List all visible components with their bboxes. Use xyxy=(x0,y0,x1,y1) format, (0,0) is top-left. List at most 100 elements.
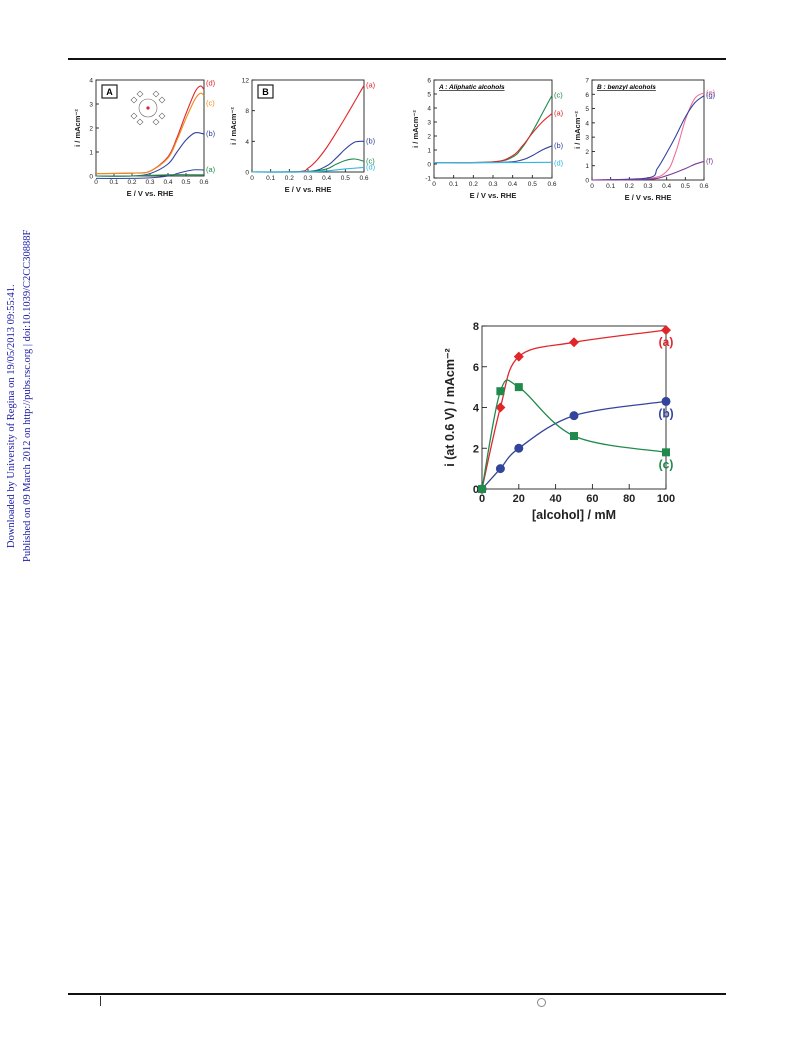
series-line xyxy=(433,145,553,164)
series-label: (d) xyxy=(206,79,216,88)
porphyrin-pyrrole xyxy=(130,112,138,120)
porphyrin-ring xyxy=(138,98,158,118)
data-point xyxy=(662,448,670,457)
data-point xyxy=(496,387,505,396)
series-line xyxy=(433,95,553,164)
series-line xyxy=(95,131,205,177)
y-axis-label: i / mAcm⁻² xyxy=(73,109,82,147)
porphyrin-pyrrole xyxy=(158,96,166,104)
x-tick-label: 0.3 xyxy=(488,181,497,188)
y-tick-label: 0 xyxy=(89,174,93,181)
y-tick-label: 5 xyxy=(585,106,589,113)
y-tick-label: 12 xyxy=(242,78,250,85)
x-axis-label: E / V vs. RHE xyxy=(470,191,517,200)
series-label: (b) xyxy=(206,129,216,138)
y-axis-label: i / mAcm⁻² xyxy=(573,111,582,149)
x-tick-label: 0.5 xyxy=(681,183,690,190)
y-tick-label: 1 xyxy=(585,163,589,170)
x-tick-label: 0.6 xyxy=(199,179,208,186)
plot-frame xyxy=(481,325,667,490)
panel-badge xyxy=(101,84,118,99)
series-label: (c) xyxy=(366,156,375,165)
x-tick-label: 0.4 xyxy=(322,175,331,182)
panel-badge-label: A xyxy=(106,87,113,97)
x-tick-label: 20 xyxy=(513,493,525,505)
porphyrin-pyrrole xyxy=(136,90,144,98)
x-tick-label: 0.5 xyxy=(181,179,190,186)
data-point xyxy=(513,351,524,362)
y-axis-label: i / mAcm⁻² xyxy=(229,107,238,145)
series-line xyxy=(481,329,667,490)
panel-title: A : Aliphatic alcohols xyxy=(438,84,505,91)
x-tick-label: 0.5 xyxy=(528,181,537,188)
data-point xyxy=(569,337,579,348)
x-tick-label: 0.1 xyxy=(449,181,458,188)
y-tick-label: 0 xyxy=(585,178,589,185)
x-tick-label: 0.3 xyxy=(303,175,312,182)
series-label: (a) xyxy=(659,335,674,349)
y-tick-label: 6 xyxy=(473,362,479,374)
series-label: (c) xyxy=(206,99,215,108)
series-line xyxy=(591,92,705,181)
series-line xyxy=(591,160,705,181)
x-tick-label: 0.4 xyxy=(662,183,671,190)
header-rule xyxy=(68,58,726,60)
porphyrin-pyrrole xyxy=(158,112,166,120)
x-axis-label: [alcohol] / mM xyxy=(532,508,616,522)
data-point xyxy=(570,432,578,441)
y-tick-label: 4 xyxy=(427,106,431,113)
x-axis-label: E / V vs. RHE xyxy=(285,185,332,194)
y-tick-label: 4 xyxy=(585,120,589,127)
y-tick-label: -1 xyxy=(425,176,431,183)
series-line xyxy=(251,85,365,173)
porphyrin-pyrrole xyxy=(130,96,138,104)
x-tick-label: 0.2 xyxy=(469,181,478,188)
series-line xyxy=(251,166,365,173)
x-axis-label: E / V vs. RHE xyxy=(127,189,174,198)
y-axis-label: i / mAcm⁻² xyxy=(411,110,420,148)
data-point xyxy=(495,464,505,474)
figure-1-panel-a: 0 0.1 0.2 0.3 0.4 0.5 0.6 0 1 2 3 4 E / V vs. RHE i /… xyxy=(73,78,216,199)
y-tick-label: 3 xyxy=(89,102,93,109)
x-tick-label: 0 xyxy=(590,183,594,190)
y-tick-label: 2 xyxy=(473,443,479,455)
y-tick-label: 6 xyxy=(585,92,589,99)
x-tick-label: 0.5 xyxy=(341,175,350,182)
y-tick-label: 0 xyxy=(427,162,431,169)
series-line xyxy=(95,92,205,175)
series-label: (c) xyxy=(554,90,563,99)
panel-title: B : benzyl alcohols xyxy=(597,84,656,91)
series-label: (a) xyxy=(206,165,216,174)
x-tick-label: 0.1 xyxy=(109,179,118,186)
porphyrin-pyrrole xyxy=(152,90,160,98)
porphyrin-pyrrole xyxy=(152,118,160,126)
x-tick-label: 0 xyxy=(250,175,254,182)
y-tick-label: 6 xyxy=(427,78,431,85)
y-tick-label: 0 xyxy=(245,170,249,177)
data-point xyxy=(495,402,506,413)
series-label: (a) xyxy=(366,80,376,89)
x-tick-label: 0.2 xyxy=(285,175,294,182)
y-tick-label: 8 xyxy=(473,321,479,333)
figure-2-panel-b: 0 0.1 0.2 0.3 0.4 0.5 0.6 0 1 2 3 4 5 6 7 E / V vs. RHE… xyxy=(573,78,716,203)
data-point xyxy=(478,485,486,493)
x-tick-label: 0.3 xyxy=(643,183,652,190)
x-tick-label: 0.6 xyxy=(359,175,368,182)
y-tick-label: 3 xyxy=(585,135,589,142)
series-label: (b) xyxy=(658,406,673,420)
x-tick-label: 0.6 xyxy=(547,181,556,188)
x-tick-label: 40 xyxy=(549,493,561,505)
series-label: (d) xyxy=(366,162,376,171)
y-tick-label: 2 xyxy=(427,134,431,141)
figure-1-panel-b: 0 0.1 0.2 0.3 0.4 0.5 0.6 0 4 8 12 E / V vs. RHE i /… xyxy=(229,78,376,195)
y-tick-label: 7 xyxy=(585,78,589,85)
series-label: (e) xyxy=(706,88,716,97)
series-label: (b) xyxy=(366,136,376,145)
x-tick-label: 0.4 xyxy=(163,179,172,186)
y-tick-label: 4 xyxy=(473,403,480,415)
data-point xyxy=(661,396,671,406)
data-point xyxy=(569,411,579,421)
y-tick-label: 4 xyxy=(89,78,93,85)
footer-circle-icon xyxy=(537,998,546,1007)
